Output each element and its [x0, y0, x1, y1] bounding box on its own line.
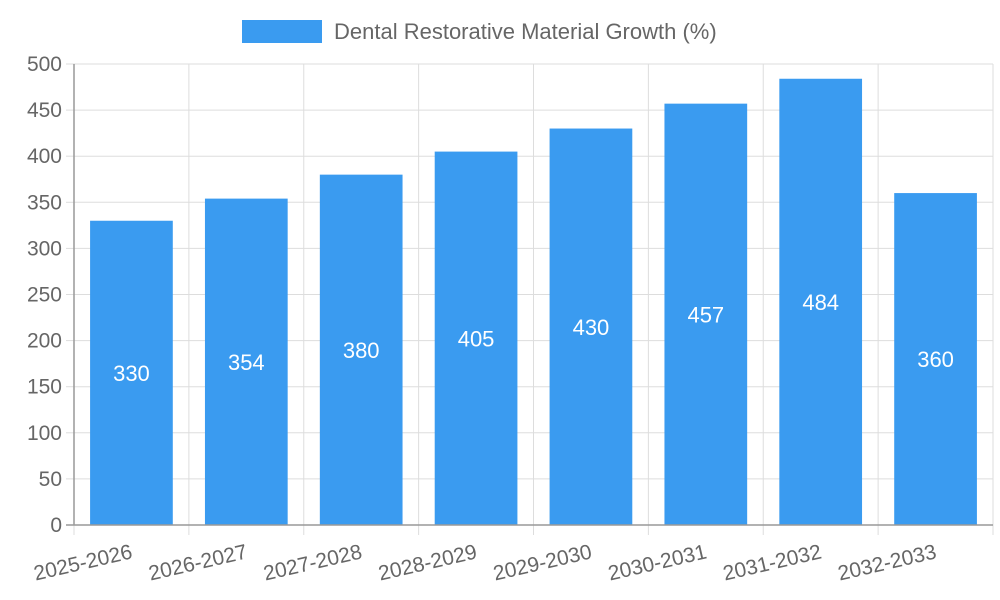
data-label: 380	[343, 338, 380, 363]
y-tick-label: 350	[27, 191, 62, 214]
data-label: 430	[573, 315, 610, 340]
data-labels: 330 354 380 405 430 457 484 360	[113, 290, 954, 386]
x-tick-label: 2031-2032	[721, 540, 824, 585]
y-tick-label: 150	[27, 376, 62, 399]
y-tick-label: 300	[27, 237, 62, 260]
x-tick-label: 2028-2029	[376, 540, 479, 585]
y-tick-label: 450	[27, 99, 62, 122]
x-axis-ticks: 2025-2026 2026-2027 2027-2028 2028-2029 2029…	[32, 540, 939, 585]
data-label: 484	[802, 290, 839, 315]
y-tick-label: 500	[27, 53, 62, 76]
y-tick-label: 200	[27, 330, 62, 353]
legend-label: Dental Restorative Material Growth (%)	[334, 19, 717, 44]
bar	[204, 198, 288, 525]
bar	[664, 103, 748, 525]
data-label: 405	[458, 326, 495, 351]
bar	[894, 193, 977, 525]
y-tick-label: 50	[39, 468, 62, 491]
y-tick-label: 250	[27, 284, 62, 307]
x-tick-label: 2032-2033	[836, 540, 939, 585]
x-tick-label: 2027-2028	[261, 540, 364, 585]
data-label: 360	[917, 347, 954, 372]
bar	[434, 151, 518, 525]
data-label: 457	[687, 302, 724, 327]
axes	[66, 64, 993, 526]
data-label: 330	[113, 361, 150, 386]
bar	[779, 78, 863, 525]
y-tick-label: 100	[27, 422, 62, 445]
x-tick-label: 2026-2027	[146, 540, 249, 585]
y-tick-label: 400	[27, 145, 62, 168]
y-axis-ticks: 0 50 100 150 200 250 300 350 400 450 500	[27, 53, 74, 537]
legend-swatch	[242, 20, 322, 43]
y-tick-label: 0	[50, 514, 62, 537]
x-tick-label: 2025-2026	[32, 540, 135, 585]
data-label: 354	[228, 350, 265, 375]
bar	[549, 128, 633, 526]
bar	[319, 174, 403, 525]
bar	[90, 220, 173, 526]
legend: Dental Restorative Material Growth (%)	[242, 19, 717, 44]
x-tick-label: 2030-2031	[606, 540, 709, 585]
x-tick-label: 2029-2030	[491, 540, 594, 585]
bars	[90, 78, 977, 526]
